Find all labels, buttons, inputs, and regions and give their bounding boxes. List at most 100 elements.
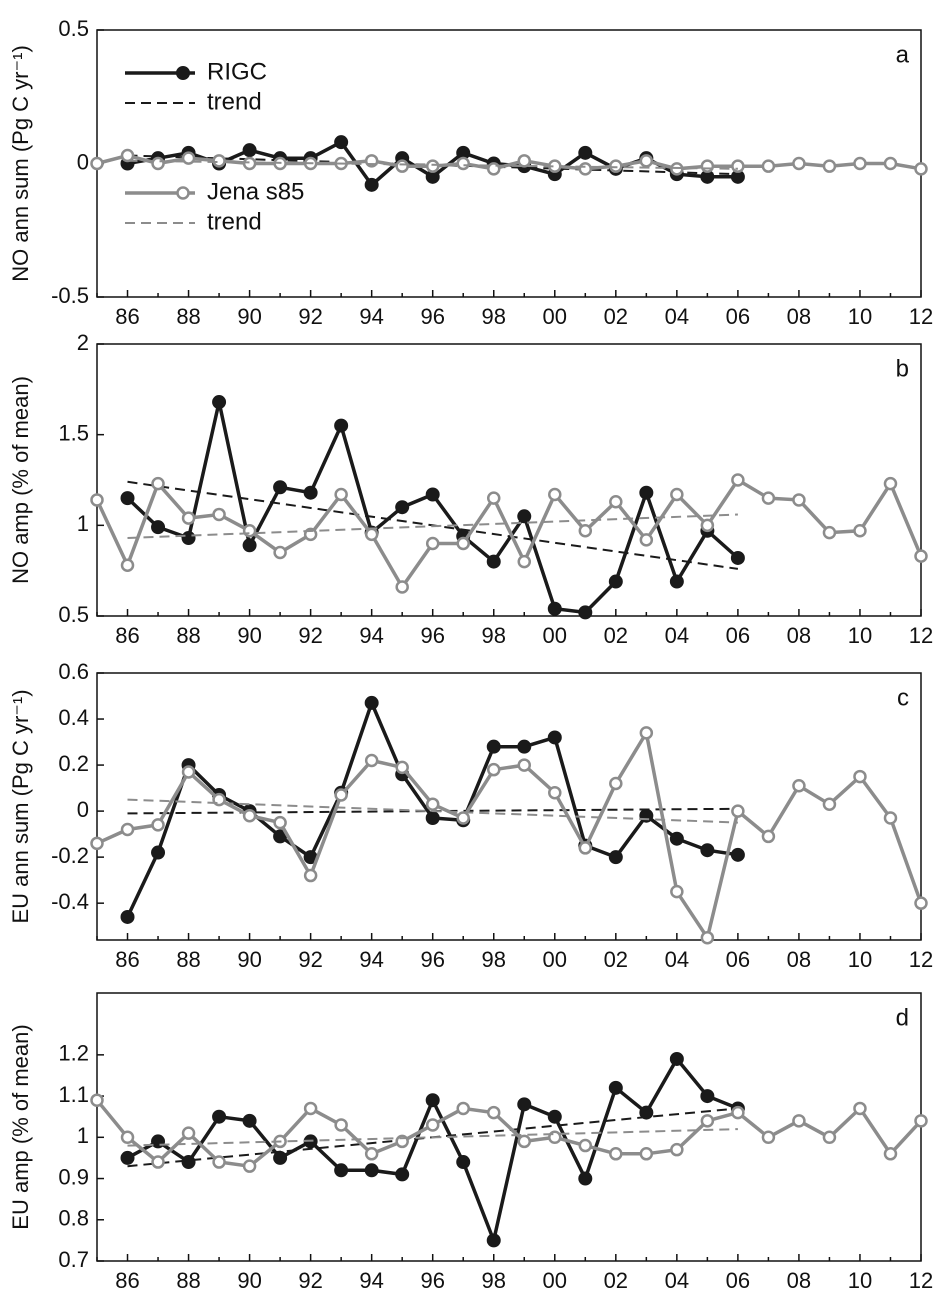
data-point xyxy=(761,491,776,505)
data-point xyxy=(425,811,440,826)
data-point xyxy=(212,1155,226,1169)
data-point xyxy=(761,159,776,173)
data-point xyxy=(486,1233,501,1248)
x-tick-label: 10 xyxy=(848,304,872,329)
x-tick-label: 96 xyxy=(420,304,444,329)
x-tick-label: 00 xyxy=(543,1268,567,1292)
y-tick-label: 1 xyxy=(77,511,89,536)
y-axis-label: EU amp (% of mean) xyxy=(8,1024,33,1229)
data-point xyxy=(90,493,104,507)
data-point xyxy=(731,473,745,487)
data-point xyxy=(669,1051,684,1066)
data-point xyxy=(212,1109,227,1124)
x-tick-label: 98 xyxy=(481,1268,505,1292)
x-tick-label: 96 xyxy=(420,1268,444,1292)
data-point xyxy=(181,1126,196,1140)
y-tick-label: 0.5 xyxy=(58,16,89,41)
data-point xyxy=(273,815,287,830)
data-point xyxy=(456,156,470,171)
x-tick-label: 12 xyxy=(909,947,933,972)
x-tick-label: 02 xyxy=(604,304,628,329)
data-point xyxy=(639,808,654,823)
series-line xyxy=(95,477,923,591)
data-point xyxy=(151,845,166,860)
legend-marker xyxy=(176,66,190,80)
data-point xyxy=(181,511,196,525)
data-point xyxy=(517,739,532,754)
data-point xyxy=(578,145,593,160)
x-tick-label: 86 xyxy=(115,1268,139,1292)
data-point xyxy=(90,836,104,851)
data-point xyxy=(364,753,379,768)
data-point xyxy=(730,550,745,565)
data-point xyxy=(578,605,593,620)
data-point xyxy=(883,811,898,825)
data-point xyxy=(578,1138,593,1153)
data-point xyxy=(120,1150,135,1165)
x-tick-label: 06 xyxy=(726,623,750,648)
data-point xyxy=(425,797,440,811)
data-point xyxy=(914,896,928,910)
data-point xyxy=(700,843,715,858)
data-point xyxy=(914,162,928,176)
data-point xyxy=(700,1089,715,1104)
panel: NO amp (% of mean) b 0.5 1 1.5 2 86 88 90 92 94 96 9… xyxy=(8,330,933,648)
y-tick-label: 1.1 xyxy=(58,1082,89,1107)
data-point xyxy=(608,1080,623,1095)
data-point xyxy=(517,1134,532,1149)
data-point xyxy=(609,495,623,509)
y-tick-label: 0.5 xyxy=(58,602,89,627)
x-tick-label: 90 xyxy=(237,947,261,972)
data-point xyxy=(212,507,226,522)
data-point xyxy=(883,476,898,491)
x-tick-label: 04 xyxy=(665,1268,689,1292)
data-point xyxy=(914,1114,928,1128)
data-point xyxy=(303,485,318,500)
data-point xyxy=(700,159,715,173)
y-tick-label: 0.2 xyxy=(58,751,89,776)
x-tick-label: 12 xyxy=(909,1268,933,1292)
data-point xyxy=(90,156,104,171)
series-line xyxy=(95,1099,923,1169)
x-tick-label: 96 xyxy=(420,947,444,972)
data-point xyxy=(639,1105,654,1120)
x-tick-label: 88 xyxy=(176,623,200,648)
x-tick-label: 04 xyxy=(665,947,689,972)
data-point xyxy=(120,148,135,163)
x-tick-label: 98 xyxy=(481,623,505,648)
data-point xyxy=(639,485,654,500)
data-point xyxy=(242,538,257,553)
data-point xyxy=(120,1130,135,1145)
y-tick-label: 0.9 xyxy=(58,1164,89,1189)
y-tick-label: 2 xyxy=(77,330,89,355)
x-tick-label: 02 xyxy=(604,947,628,972)
data-point xyxy=(517,1097,532,1112)
data-point xyxy=(822,1130,837,1145)
data-point xyxy=(181,531,196,546)
data-point xyxy=(822,797,837,811)
data-point xyxy=(181,765,196,779)
x-tick-label: 88 xyxy=(176,304,200,329)
data-point xyxy=(425,159,440,173)
panel: NO ann sum (Pg C yr⁻¹) a -0.5 0 0.5 86 88 90 92 9… xyxy=(8,16,933,329)
data-point xyxy=(364,1163,379,1178)
data-point xyxy=(120,491,135,506)
y-tick-label: -0.5 xyxy=(51,283,89,308)
x-tick-label: 12 xyxy=(909,623,933,648)
y-tick-label: 1 xyxy=(77,1123,89,1148)
legend-label: trend xyxy=(207,208,262,235)
data-point xyxy=(395,1167,410,1182)
x-tick-label: 04 xyxy=(665,304,689,329)
data-point xyxy=(883,1147,898,1161)
data-point xyxy=(547,601,562,616)
data-point xyxy=(914,549,928,563)
data-point xyxy=(364,1147,379,1161)
data-point xyxy=(578,1171,593,1186)
data-point xyxy=(395,159,409,173)
data-point xyxy=(853,1101,867,1116)
data-point xyxy=(700,930,715,945)
x-tick-label: 94 xyxy=(359,623,383,648)
panel: EU ann sum (Pg C yr⁻¹) c -0.4 -0.2 0 0.2 0.4 0.… xyxy=(8,659,933,972)
x-tick-label: 90 xyxy=(237,304,261,329)
data-point xyxy=(395,760,409,775)
